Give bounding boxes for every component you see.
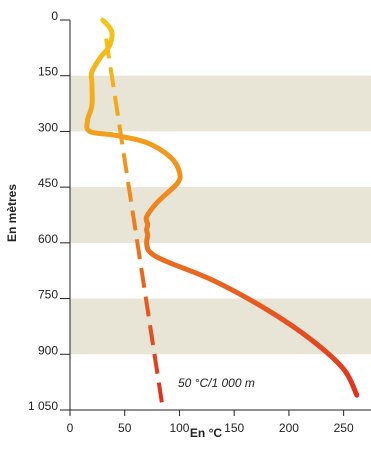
x-tick-label: 150 — [224, 421, 244, 435]
axes: 0 150 300 450 600 750 900 1 050 0 50 100 150 200 250 — [28, 9, 371, 435]
y-tick-label: 300 — [38, 120, 58, 134]
x-tick-label: 50 — [118, 421, 132, 435]
labels: En °C En mètres 50 °C/1 000 m — [5, 184, 255, 440]
background-band-1 — [70, 75, 371, 132]
series-layer — [84, 17, 360, 411]
dashed-gradient-line — [104, 38, 165, 411]
x-tick-label: 0 — [67, 421, 74, 435]
y-tick-label: 1 050 — [28, 399, 58, 413]
y-tick-label: 150 — [38, 65, 58, 79]
y-tick-label: 0 — [51, 9, 58, 23]
gradient-annotation: 50 °C/1 000 m — [178, 376, 255, 390]
y-tick-label: 750 — [38, 288, 58, 302]
y-tick-label: 450 — [38, 176, 58, 190]
background-band-3 — [70, 298, 371, 355]
x-axis-title: En °C — [190, 426, 222, 440]
y-tick-label: 900 — [38, 343, 58, 357]
background-bands — [70, 75, 371, 355]
background-band-2 — [70, 187, 371, 243]
x-tick-label: 250 — [334, 421, 354, 435]
x-tick-label: 100 — [169, 421, 189, 435]
temperature-profile-line — [84, 17, 360, 398]
y-tick-label: 600 — [38, 232, 58, 246]
y-axis-title: En mètres — [5, 184, 19, 242]
x-tick-label: 200 — [279, 421, 299, 435]
